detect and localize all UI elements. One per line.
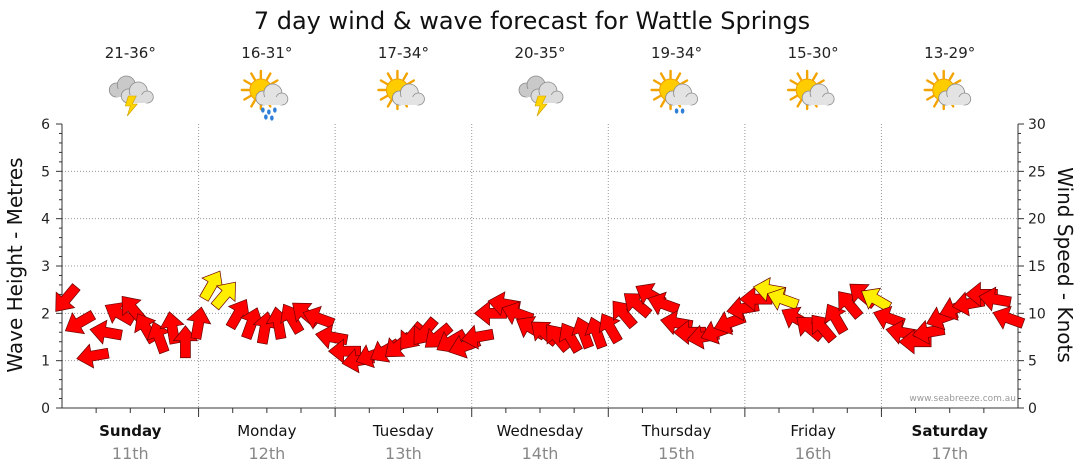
right-tick-label: 20 <box>1028 212 1046 228</box>
day-column-tuesday: 17-34° Tuesday 13th <box>334 44 439 463</box>
temperature-range: 15-30° <box>788 44 839 62</box>
right-tick-label: 30 <box>1028 117 1046 133</box>
wind-arrows <box>55 270 1026 374</box>
wind-arrow <box>978 286 1012 312</box>
wind-arrow <box>766 286 800 311</box>
sun-cloud-icon <box>923 69 972 111</box>
right-axis-title: Wind Speed - Knots <box>1053 167 1077 363</box>
day-column-wednesday: 20-35° Wednesday 14th <box>471 44 584 463</box>
right-tick-label: 15 <box>1028 259 1046 275</box>
left-tick-label: 3 <box>41 259 50 275</box>
day-date-label: 16th <box>795 444 832 463</box>
wind-arrow <box>460 324 495 350</box>
day-date-label: 14th <box>522 444 559 463</box>
right-tick-label: 10 <box>1028 306 1046 322</box>
day-name-label: Saturday <box>912 422 989 440</box>
temperature-range: 19-34° <box>651 44 702 62</box>
right-tick-label: 0 <box>1028 401 1037 417</box>
sun-cloud-icon <box>786 69 835 111</box>
wind-arrow <box>76 343 110 369</box>
day-column-sunday: 21-36° Sunday 11th <box>95 44 165 463</box>
day-date-label: 11th <box>112 444 149 463</box>
left-tick-label: 0 <box>41 401 50 417</box>
day-columns: 21-36° Sunday 11th 16-31° Monday 12th 17-34° Tu… <box>95 44 989 463</box>
temperature-range: 16-31° <box>241 44 292 62</box>
day-name-label: Wednesday <box>497 422 584 440</box>
day-name-label: Monday <box>237 422 296 440</box>
left-tick-label: 2 <box>41 306 50 322</box>
wind-arrow <box>824 303 849 335</box>
grid-lines <box>62 124 1018 408</box>
temperature-range: 13-29° <box>924 44 975 62</box>
left-tick-label: 1 <box>41 354 50 370</box>
temperature-range: 17-34° <box>378 44 429 62</box>
wind-arrow <box>89 319 123 345</box>
day-column-thursday: 19-34° Thursday 15th <box>607 44 712 463</box>
left-tick-label: 5 <box>41 164 50 180</box>
temperature-range: 20-35° <box>514 44 565 62</box>
wind-arrow <box>647 291 681 316</box>
temperature-range: 21-36° <box>105 44 156 62</box>
left-axis-title: Wave Height - Metres <box>3 157 27 372</box>
right-tick-label: 5 <box>1028 354 1037 370</box>
sun-cloud-icon <box>377 69 425 111</box>
left-axis-ticks: 0 1 2 3 4 5 6 <box>41 117 62 417</box>
right-axis-ticks: 0 5 10 15 20 25 30 <box>1018 117 1046 417</box>
day-name-label: Friday <box>790 422 836 440</box>
day-column-friday: 15-30° Friday 16th <box>744 44 848 463</box>
day-column-monday: 16-31° Monday 12th <box>198 44 302 463</box>
wind-arrow <box>992 305 1026 330</box>
sun-cloud-rain-icon <box>240 69 289 121</box>
chart-title: 7 day wind & wave forecast for Wattle Sp… <box>254 7 810 35</box>
day-name-label: Thursday <box>641 422 712 440</box>
sun-cloud-shower-icon <box>650 69 698 114</box>
day-date-label: 15th <box>658 444 695 463</box>
wind-arrow <box>598 313 623 345</box>
left-tick-label: 4 <box>41 212 50 228</box>
storm-icon <box>108 75 154 117</box>
wind-arrow <box>186 306 212 340</box>
day-name-label: Tuesday <box>372 422 434 440</box>
wind-arrow <box>64 309 97 335</box>
day-date-label: 12th <box>248 444 285 463</box>
day-name-label: Sunday <box>99 422 162 440</box>
day-column-saturday: 13-29° Saturday 17th <box>880 44 989 463</box>
wind-arrow <box>302 305 336 330</box>
credit-text: www.seabreeze.com.au <box>909 394 1016 404</box>
wind-arrow <box>400 321 426 350</box>
left-tick-label: 6 <box>41 117 50 133</box>
day-date-label: 17th <box>931 444 968 463</box>
day-date-label: 13th <box>385 444 422 463</box>
right-tick-label: 25 <box>1028 164 1046 180</box>
wind-arrow <box>898 329 932 355</box>
storm-icon <box>518 75 564 117</box>
wind-arrow <box>55 283 81 312</box>
wind-arrow <box>210 281 236 311</box>
